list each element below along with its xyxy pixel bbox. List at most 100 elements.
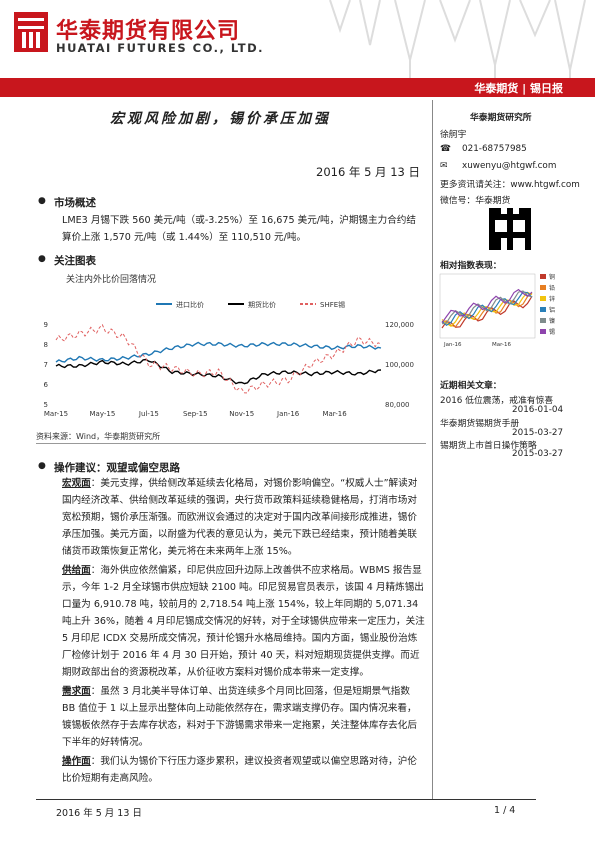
qr-module bbox=[495, 232, 501, 238]
qr-module bbox=[525, 214, 531, 220]
qr-module bbox=[507, 244, 513, 250]
legend-label: 期货比价 bbox=[248, 300, 276, 309]
report-title: 宏观风险加剧，锡价承压加强 bbox=[110, 111, 331, 127]
market-overview-text: LME3 月锡下跌 560 美元/吨（或-3.25%）至 16,675 美元/吨… bbox=[62, 215, 416, 243]
y-tick-left: 7 bbox=[44, 361, 48, 369]
y-tick-left: 8 bbox=[44, 341, 48, 349]
company-logo bbox=[14, 12, 48, 52]
mini-legend-label: 锌 bbox=[549, 295, 555, 303]
series-line-进口比价 bbox=[55, 341, 382, 363]
mini-x-tick: Jan-16 bbox=[443, 342, 462, 348]
qr-module bbox=[495, 244, 501, 250]
x-tick: Mar-15 bbox=[44, 410, 68, 418]
market-overview-heading: 市场概述 bbox=[54, 197, 96, 209]
mini-legend-label: 铅 bbox=[549, 284, 555, 292]
qr-module bbox=[507, 238, 513, 244]
y-tick-left: 6 bbox=[44, 381, 49, 389]
mini-legend-label: 锡 bbox=[549, 328, 555, 336]
qr-module bbox=[501, 232, 507, 238]
operation-paragraph: 操作面：我们认为锡价下行压力逐步累积，建议投资者观望或以偏空思路对待，沪伦比价短… bbox=[62, 753, 426, 787]
mini-series-line bbox=[441, 288, 533, 324]
x-tick: Nov-15 bbox=[229, 410, 254, 418]
x-tick: Jul-15 bbox=[138, 410, 159, 418]
related-title: 近期相关文章： bbox=[440, 381, 502, 391]
article-title[interactable]: 华泰期货锡期货手册 bbox=[440, 419, 520, 429]
company-name-cn: 华泰期货有限公司 bbox=[56, 19, 241, 44]
company-name-en: HUATAI FUTURES CO., LTD. bbox=[56, 41, 265, 55]
qr-module bbox=[513, 232, 519, 238]
analyst-email[interactable]: xuwenyu@htgwf.com bbox=[462, 161, 557, 171]
page-number: 1 / 4 bbox=[494, 805, 516, 816]
qr-module bbox=[495, 238, 501, 244]
y-tick-right: 120,000 bbox=[385, 321, 414, 329]
x-tick: Sep-15 bbox=[183, 410, 208, 418]
article-date: 2016-01-04 bbox=[512, 405, 564, 415]
qr-module bbox=[525, 226, 531, 232]
supply-text: ：海外供应依然偏紧，印尼供应回升边际上改善供不应求格局。WBMS 报告显示，今年… bbox=[62, 565, 425, 678]
qr-module bbox=[519, 208, 525, 214]
advice-heading: 操作建议：观望或偏空思路 bbox=[54, 462, 180, 474]
demand-paragraph: 需求面：虽然 3 月北美半导体订单、出货连续多个月同比回落，但是短期景气指数 B… bbox=[62, 683, 426, 751]
report-tag: 华泰期货 | 锡日报 bbox=[474, 82, 563, 95]
bullet-icon: ● bbox=[38, 461, 46, 471]
bullet-icon: ● bbox=[38, 196, 46, 206]
article-date: 2015-03-27 bbox=[512, 449, 564, 459]
qr-module bbox=[519, 214, 525, 220]
mini-x-tick: Mar-16 bbox=[492, 342, 512, 348]
y-tick-left: 9 bbox=[44, 321, 48, 329]
article-title[interactable]: 锡期货上市首日操作策略 bbox=[440, 441, 537, 451]
macro-text: ：美元支撑，供给侧改革延续去化格局，对锡价影响偏空。“权威人士”解读对国内经济改… bbox=[62, 478, 418, 557]
article-title[interactable]: 2016 低位震荡，戒准有惊喜 bbox=[440, 396, 554, 406]
divider bbox=[36, 443, 426, 444]
qr-module bbox=[525, 232, 531, 238]
mini-legend-label: 铝 bbox=[549, 306, 555, 314]
x-tick: Mar-16 bbox=[322, 410, 347, 418]
qr-module bbox=[507, 232, 513, 238]
mini-series-line bbox=[441, 290, 533, 325]
y-tick-right: 80,000 bbox=[385, 401, 410, 409]
mini-legend-swatch bbox=[540, 274, 546, 279]
qr-module bbox=[525, 220, 531, 226]
mini-legend-swatch bbox=[540, 318, 546, 323]
chart-source: 资料来源：Wind，华泰期货研究所 bbox=[36, 432, 161, 441]
qr-module bbox=[507, 214, 513, 220]
demand-label: 需求面 bbox=[62, 686, 91, 697]
qr-module bbox=[489, 208, 495, 214]
qr-module bbox=[501, 214, 507, 220]
mini-legend-swatch bbox=[540, 307, 546, 312]
macro-label: 宏观面 bbox=[62, 478, 91, 489]
y-tick-left: 5 bbox=[44, 401, 48, 409]
y-tick-right: 100,000 bbox=[385, 361, 414, 369]
analyst-phone: 021-68757985 bbox=[462, 144, 527, 154]
index-title: 相对指数表现： bbox=[440, 261, 502, 271]
report-date: 2016 年 5 月 13 日 bbox=[316, 165, 420, 179]
mini-series-line bbox=[441, 295, 533, 329]
qr-module bbox=[525, 208, 531, 214]
footer-date: 2016 年 5 月 13 日 bbox=[56, 808, 142, 819]
price-ratio-chart: 进口比价 期货比价 SHFE锡 9 8 7 6 5 120,000 100,000 80,000 Ma… bbox=[44, 300, 414, 418]
bullet-icon: ● bbox=[38, 254, 46, 264]
qr-module bbox=[525, 238, 531, 244]
mini-frame bbox=[439, 273, 536, 339]
header-red-bar bbox=[0, 78, 595, 97]
series-line-期货比价 bbox=[55, 358, 382, 385]
column-divider bbox=[432, 100, 433, 800]
mini-series-line bbox=[441, 291, 533, 326]
chart-caption: 关注内外比价回落情况 bbox=[66, 275, 157, 285]
email-icon: ✉ bbox=[440, 161, 448, 171]
analyst-name: 徐舸宇 bbox=[440, 130, 467, 140]
wechat-id: 微信号：华泰期货 bbox=[440, 196, 511, 206]
series-line-SHFE锡 bbox=[55, 323, 382, 394]
qr-module bbox=[489, 244, 495, 250]
institute-name: 华泰期货研究所 bbox=[470, 113, 532, 123]
chart-section-heading: 关注图表 bbox=[54, 255, 96, 267]
mini-legend-label: 铜 bbox=[549, 273, 555, 281]
phone-icon: ☎ bbox=[440, 144, 451, 154]
footer-divider bbox=[36, 799, 536, 800]
x-tick: Jan-16 bbox=[276, 410, 300, 418]
qr-module bbox=[489, 238, 495, 244]
qr-module bbox=[525, 244, 531, 250]
mini-legend-label: 镍 bbox=[549, 317, 555, 325]
x-tick: May-15 bbox=[90, 410, 116, 418]
mini-legend-swatch bbox=[540, 285, 546, 290]
